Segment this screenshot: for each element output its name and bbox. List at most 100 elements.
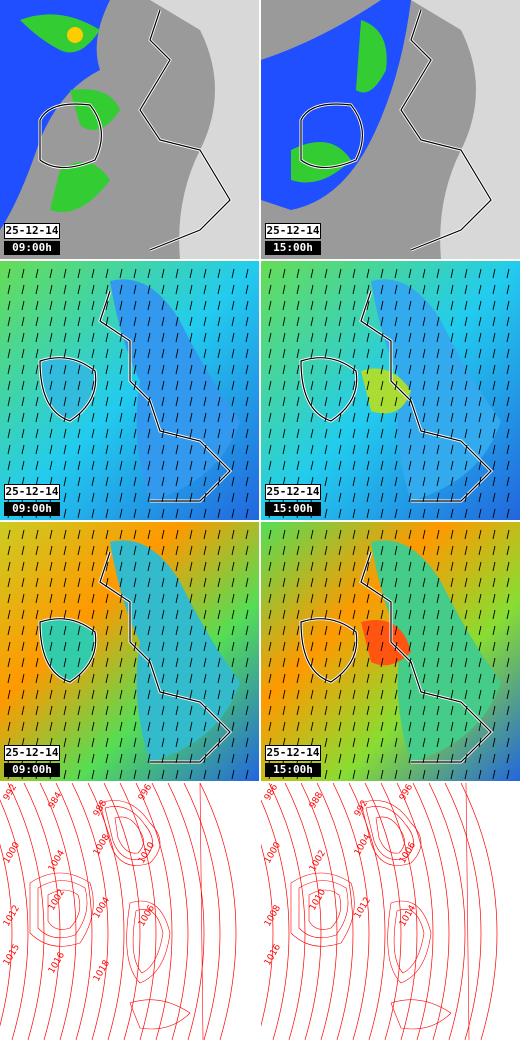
wind-arrow (408, 561, 412, 572)
wind-arrow (464, 348, 468, 359)
wind-arrow (422, 284, 426, 295)
wind-arrow (422, 625, 426, 636)
wind-arrow (189, 561, 193, 572)
wind-arrow (338, 268, 342, 279)
wind-arrow (35, 689, 39, 700)
wind-arrow (408, 268, 412, 279)
wind-arrows (268, 268, 510, 519)
wind-arrow (408, 593, 412, 604)
wind-arrow (105, 625, 109, 636)
wind-arrow (35, 545, 39, 556)
wind-map-svg (261, 522, 520, 781)
wind-arrow (217, 721, 221, 732)
wind-arrow (7, 348, 11, 359)
wind-arrow (119, 444, 123, 455)
wind-arrow (324, 444, 328, 455)
wind-arrow (464, 396, 468, 407)
wind-arrow (119, 593, 123, 604)
wind-arrow (133, 348, 137, 359)
wind-arrow (203, 609, 207, 620)
wind-arrow (231, 689, 235, 700)
wind-arrow (366, 673, 370, 684)
wind-arrow (217, 316, 221, 327)
wind-arrow (492, 545, 496, 556)
wind-arrow (189, 444, 193, 455)
wind-arrow (310, 705, 314, 716)
wind-arrow (245, 380, 249, 391)
wind-arrow (63, 529, 67, 540)
wind-arrow (161, 364, 165, 375)
wind-arrow (478, 300, 482, 311)
wind-arrow (231, 753, 235, 764)
wind-arrow (105, 444, 109, 455)
isobar-line (7, 783, 45, 1040)
wind-arrow (394, 508, 398, 519)
wind-arrow (352, 609, 356, 620)
wind-arrow (21, 428, 25, 439)
wind-arrow (21, 545, 25, 556)
forecast-time: 09:00h (4, 241, 60, 255)
wind-arrow (63, 348, 67, 359)
wind-arrow (77, 721, 81, 732)
wind-arrow (203, 577, 207, 588)
wind-arrow (91, 705, 95, 716)
wind-arrow (203, 673, 207, 684)
wind-arrow (119, 721, 123, 732)
wind-arrow (338, 380, 342, 391)
wind-arrow (506, 460, 510, 471)
wind-arrow (21, 396, 25, 407)
wind-arrow (147, 300, 151, 311)
wind-arrow (310, 380, 314, 391)
wind-arrow (450, 396, 454, 407)
wind-arrow (268, 348, 272, 359)
wind-arrow (310, 332, 314, 343)
wind-arrow (422, 753, 426, 764)
wind-arrow (352, 753, 356, 764)
wind-arrow (21, 673, 25, 684)
wind-arrow (217, 545, 221, 556)
wind-arrow (105, 380, 109, 391)
wind-arrow (310, 577, 314, 588)
wind-arrow (63, 444, 67, 455)
forecast-date: 25-12-14 (265, 484, 321, 500)
wind-arrow (422, 396, 426, 407)
wind-arrow (49, 412, 53, 423)
wind-arrow (492, 284, 496, 295)
wind-arrow (422, 721, 426, 732)
wind-arrow (133, 428, 137, 439)
wind-arrow (380, 641, 384, 652)
wind-arrow (352, 284, 356, 295)
wind-arrow (175, 428, 179, 439)
wind-arrow (231, 641, 235, 652)
wind-arrow (217, 396, 221, 407)
wind-arrow (324, 284, 328, 295)
wind-arrow (366, 460, 370, 471)
wind-arrow (492, 625, 496, 636)
wind-arrow (133, 364, 137, 375)
wind-arrow (464, 268, 468, 279)
wind-arrow (366, 348, 370, 359)
wind-arrow (147, 657, 151, 668)
wind-arrow (161, 476, 165, 487)
wind-arrow (282, 545, 286, 556)
wind-arrow (464, 705, 468, 716)
wind-arrow (49, 609, 53, 620)
wind-arrow (310, 300, 314, 311)
wind-arrow (268, 577, 272, 588)
wind-arrow (231, 721, 235, 732)
wind-arrow (352, 577, 356, 588)
isobar-lines (261, 783, 498, 1040)
wind-arrow (450, 412, 454, 423)
wind-arrow (268, 460, 272, 471)
wind-arrow (310, 396, 314, 407)
wind-arrow (21, 689, 25, 700)
wind-arrow (394, 657, 398, 668)
wind-arrow (147, 508, 151, 519)
wind-arrow (231, 428, 235, 439)
wind-arrow (380, 705, 384, 716)
wind-arrow (352, 529, 356, 540)
wind-arrow (77, 529, 81, 540)
wind-arrow (296, 673, 300, 684)
